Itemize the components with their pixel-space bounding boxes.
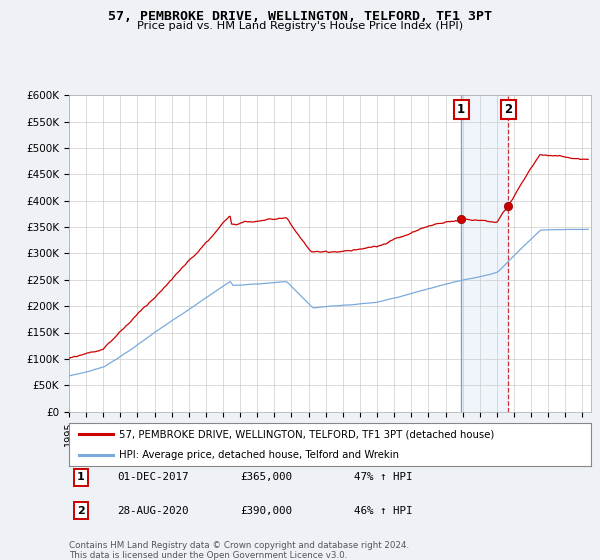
Text: 28-AUG-2020: 28-AUG-2020 bbox=[117, 506, 188, 516]
Text: 1: 1 bbox=[77, 472, 85, 482]
Text: 2: 2 bbox=[504, 103, 512, 116]
Text: 01-DEC-2017: 01-DEC-2017 bbox=[117, 472, 188, 482]
Text: Price paid vs. HM Land Registry's House Price Index (HPI): Price paid vs. HM Land Registry's House … bbox=[137, 21, 463, 31]
Text: £365,000: £365,000 bbox=[240, 472, 292, 482]
Text: 1: 1 bbox=[457, 103, 465, 116]
Text: 57, PEMBROKE DRIVE, WELLINGTON, TELFORD, TF1 3PT: 57, PEMBROKE DRIVE, WELLINGTON, TELFORD,… bbox=[108, 10, 492, 22]
Text: 46% ↑ HPI: 46% ↑ HPI bbox=[354, 506, 413, 516]
Text: Contains HM Land Registry data © Crown copyright and database right 2024.
This d: Contains HM Land Registry data © Crown c… bbox=[69, 541, 409, 560]
Text: HPI: Average price, detached house, Telford and Wrekin: HPI: Average price, detached house, Telf… bbox=[119, 450, 398, 460]
Bar bbox=[461, 95, 508, 412]
Text: 57, PEMBROKE DRIVE, WELLINGTON, TELFORD, TF1 3PT (detached house): 57, PEMBROKE DRIVE, WELLINGTON, TELFORD,… bbox=[119, 430, 494, 440]
Text: 2: 2 bbox=[77, 506, 85, 516]
Text: 47% ↑ HPI: 47% ↑ HPI bbox=[354, 472, 413, 482]
Text: £390,000: £390,000 bbox=[240, 506, 292, 516]
